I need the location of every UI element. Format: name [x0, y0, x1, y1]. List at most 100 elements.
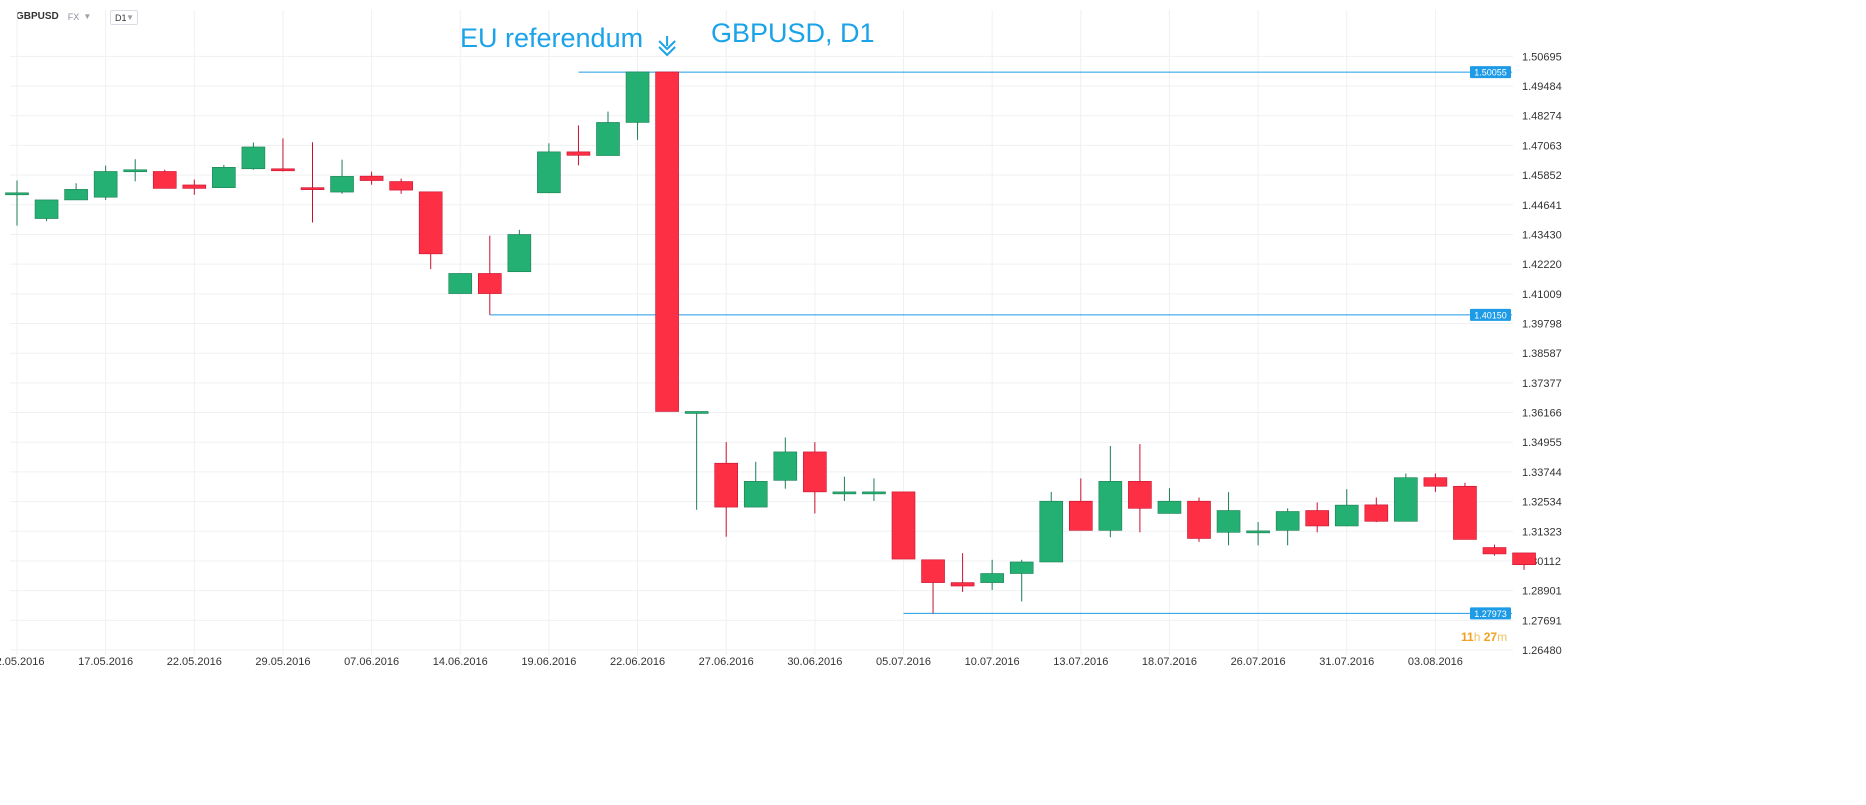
y-tick-label: 1.34955	[1522, 437, 1562, 449]
candle-body	[507, 234, 532, 273]
y-tick-label: 1.45852	[1522, 170, 1562, 182]
candle-body	[271, 168, 295, 172]
candle-body	[980, 573, 1004, 583]
level-badge	[1470, 66, 1511, 79]
candle-body	[1364, 504, 1389, 522]
x-tick-label: 18.07.2016	[1142, 656, 1197, 668]
candle-body	[921, 559, 945, 583]
arrow-down-icon	[658, 46, 676, 57]
chart-title: GBPUSD, D1	[711, 18, 875, 48]
x-tick-label: 30.06.2016	[787, 656, 842, 668]
timer-h-unit: h	[1473, 630, 1481, 644]
candle-body	[891, 491, 916, 560]
candle-body	[389, 181, 413, 191]
candle-body	[1069, 500, 1093, 531]
candle-body	[714, 462, 739, 508]
y-tick-label: 1.28901	[1522, 586, 1562, 598]
x-tick-label: 31.07.2016	[1319, 656, 1374, 668]
y-tick-label: 1.31323	[1522, 526, 1562, 538]
level-badge-label: 1.40150	[1474, 310, 1507, 320]
x-tick-label: 29.05.2016	[255, 656, 310, 668]
y-tick-label: 1.47063	[1522, 140, 1562, 152]
candle-body	[803, 451, 827, 493]
candle-body	[566, 151, 591, 156]
candle-body	[1187, 500, 1211, 539]
candle-body	[596, 122, 620, 156]
y-tick-label: 1.33744	[1522, 467, 1562, 479]
x-tick-label: 26.07.2016	[1231, 656, 1286, 668]
candle-body	[1305, 510, 1329, 527]
x-tick-label: 03.08.2016	[1408, 656, 1463, 668]
y-tick-label: 1.49484	[1522, 81, 1562, 93]
x-tick-label: 19.06.2016	[521, 656, 576, 668]
candle-body	[5, 192, 29, 196]
level-badge	[1470, 308, 1511, 321]
symbol-label[interactable]: GBPUSD	[16, 11, 59, 22]
y-tick-label: 1.41009	[1522, 289, 1562, 301]
candle-body	[1275, 511, 1300, 531]
candle-body	[34, 199, 59, 219]
timer-hours: 11	[1461, 630, 1474, 644]
y-tick-label: 1.42220	[1522, 259, 1562, 271]
candle-body	[359, 175, 384, 181]
x-tick-label: 22.06.2016	[610, 656, 665, 668]
candle-body	[1098, 481, 1123, 531]
y-tick-label: 1.27691	[1522, 615, 1562, 627]
candle-body	[300, 187, 325, 190]
candle-body	[1039, 500, 1064, 563]
candle-body	[418, 191, 443, 255]
timeframe-select[interactable]: D1 ▼	[110, 10, 138, 25]
candle-body	[212, 167, 236, 188]
candle-body	[1334, 504, 1359, 527]
symbol-toolbar: GBPUSD FX ▼	[16, 11, 91, 22]
y-tick-label: 1.32534	[1522, 497, 1562, 509]
candle-body	[1246, 530, 1270, 534]
candle-body	[1394, 477, 1418, 522]
y-tick-label: 1.39798	[1522, 319, 1562, 331]
candle-body	[1216, 510, 1241, 533]
timer-m-unit: m	[1497, 630, 1508, 644]
y-tick-label: 1.36166	[1522, 408, 1562, 420]
y-tick-label: 1.43430	[1522, 229, 1562, 241]
y-tick-label: 1.26480	[1522, 645, 1562, 657]
x-tick-label: 17.05.2016	[78, 656, 133, 668]
candle-body	[773, 451, 798, 481]
candle-body	[93, 171, 118, 198]
timeframe-value: D1	[115, 13, 127, 23]
candle-body	[64, 189, 88, 201]
candle-body	[625, 71, 650, 123]
y-tick-label: 1.44641	[1522, 200, 1562, 212]
chevron-down-icon[interactable]: ▼	[83, 12, 92, 21]
timer-minutes: 27	[1483, 630, 1498, 644]
candle-body	[1157, 500, 1182, 514]
candle-body	[862, 491, 886, 495]
y-tick-label: 1.48274	[1522, 111, 1562, 123]
candle-body	[832, 491, 857, 495]
x-tick-label: 12.05.2016	[0, 656, 45, 668]
arrow-down-icon	[658, 40, 676, 51]
candle-body	[1128, 481, 1152, 509]
market-label[interactable]: FX	[67, 11, 80, 22]
y-tick-label: 1.38587	[1522, 348, 1562, 360]
y-tick-label: 1.50695	[1522, 51, 1562, 63]
candle-body	[950, 582, 975, 587]
x-tick-label: 27.06.2016	[699, 656, 754, 668]
candle-body	[1009, 561, 1034, 574]
level-badge-label: 1.50055	[1474, 68, 1507, 78]
candle-body	[241, 146, 266, 170]
event-annotation: EU referendum	[460, 23, 644, 53]
candle-body	[684, 411, 709, 414]
candle-body	[1512, 552, 1536, 565]
candle-body	[1453, 485, 1477, 540]
candle-body	[1482, 547, 1507, 555]
candle-body	[123, 169, 147, 173]
candle-body	[448, 273, 473, 294]
y-tick-label: 1.37377	[1522, 378, 1562, 390]
candle-timer: 11h 27m	[1461, 630, 1507, 644]
x-tick-label: 13.07.2016	[1053, 656, 1108, 668]
x-tick-label: 14.06.2016	[433, 656, 488, 668]
chevron-down-icon: ▼	[126, 13, 134, 22]
candle-body	[182, 184, 207, 189]
candle-body	[477, 273, 502, 294]
